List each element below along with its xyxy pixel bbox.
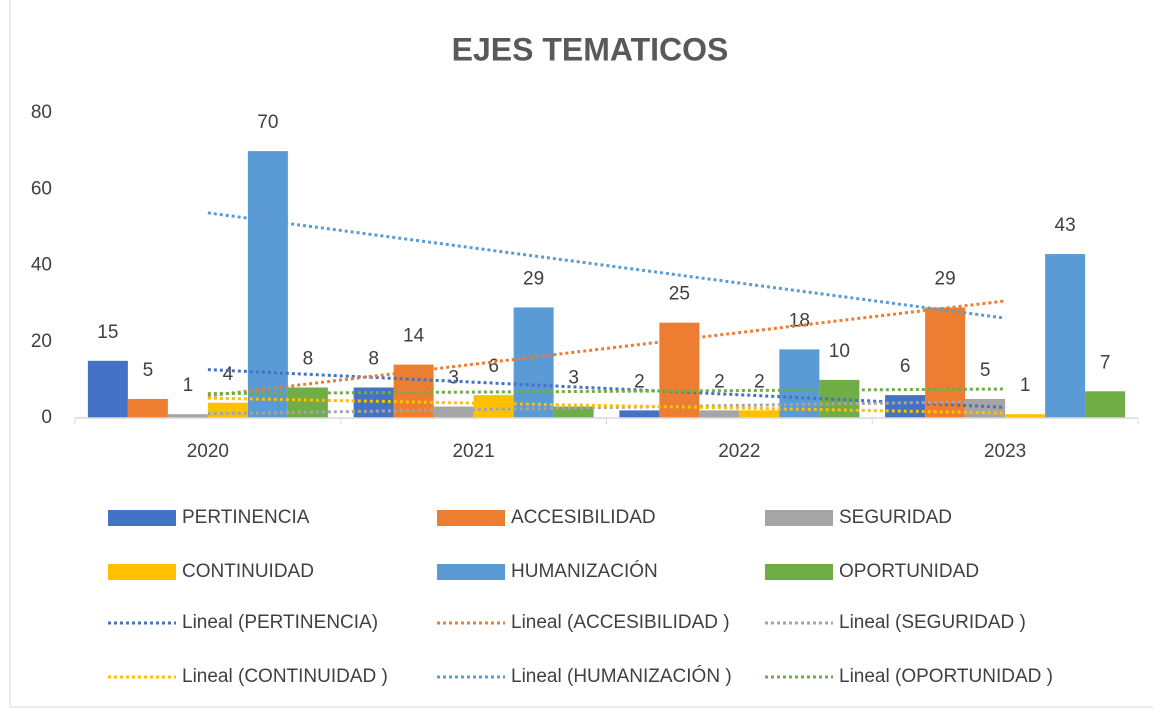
data-label: 5 <box>980 360 991 381</box>
y-tick-label: 60 <box>31 178 52 199</box>
y-tick-label: 40 <box>31 255 52 276</box>
bar <box>247 151 288 418</box>
data-label: 14 <box>403 326 425 347</box>
legend-label: HUMANIZACIÓN <box>511 560 658 582</box>
bar <box>127 398 168 418</box>
trendline <box>207 399 1006 416</box>
bar <box>1085 391 1126 418</box>
trendline <box>207 299 1006 398</box>
bar <box>699 410 740 418</box>
data-label: 7 <box>1100 352 1111 373</box>
legend-label: SEGURIDAD <box>839 507 952 528</box>
bar <box>167 414 208 418</box>
data-label: 15 <box>97 322 118 343</box>
bar <box>739 410 780 418</box>
legend-label: PERTINENCIA <box>182 507 310 528</box>
x-tick-label: 2022 <box>718 441 760 462</box>
bar <box>659 322 700 418</box>
bar <box>619 410 660 418</box>
data-label: 3 <box>568 368 579 389</box>
bar <box>885 395 926 418</box>
x-tick-label: 2020 <box>187 441 229 462</box>
legend-label: Lineal (HUMANIZACIÓN ) <box>511 665 732 687</box>
chart-title: EJES TEMATICOS <box>452 31 729 67</box>
data-label: 1 <box>1020 375 1031 396</box>
data-label: 29 <box>523 268 544 289</box>
bar <box>433 406 474 418</box>
data-label: 6 <box>900 356 911 377</box>
legend-label: Lineal (PERTINENCIA) <box>182 612 378 633</box>
legend-label: Lineal (ACCESIBILIDAD ) <box>511 612 730 633</box>
bar <box>1005 414 1046 418</box>
data-label: 3 <box>448 368 459 389</box>
trendline <box>207 368 1006 409</box>
bar <box>87 360 128 418</box>
x-tick-label: 2023 <box>984 441 1026 462</box>
legend-swatch <box>765 510 833 526</box>
data-label: 10 <box>829 341 850 362</box>
data-label: 6 <box>488 356 499 377</box>
legend-label: CONTINUIDAD <box>182 561 314 582</box>
data-label: 2 <box>754 371 765 392</box>
data-label: 5 <box>143 360 154 381</box>
legend-swatch <box>437 564 505 580</box>
data-label: 8 <box>303 349 314 370</box>
x-tick-label: 2021 <box>452 441 494 462</box>
bar <box>473 395 514 418</box>
data-label: 70 <box>257 112 278 133</box>
legend-label: Lineal (SEGURIDAD ) <box>839 612 1026 633</box>
chart-frame <box>9 0 1153 708</box>
data-label: 29 <box>935 268 956 289</box>
legend-label: ACCESIBILIDAD <box>511 507 656 528</box>
bar <box>1045 254 1086 418</box>
bar <box>925 307 966 418</box>
bar <box>513 307 554 418</box>
legend-label: OPORTUNIDAD <box>839 561 979 582</box>
trendline <box>207 396 1006 415</box>
data-label: 8 <box>368 349 379 370</box>
bar <box>207 402 248 418</box>
data-label: 25 <box>669 284 690 305</box>
legend-label: Lineal (OPORTUNIDAD ) <box>839 666 1053 687</box>
y-tick-label: 0 <box>41 407 52 428</box>
data-label: 43 <box>1055 215 1076 236</box>
data-label: 1 <box>183 375 194 396</box>
data-label: 2 <box>634 371 645 392</box>
data-label: 2 <box>714 371 725 392</box>
trendline <box>207 387 1006 396</box>
bar <box>553 406 594 418</box>
bar <box>779 349 820 418</box>
legend-label: Lineal (CONTINUIDAD ) <box>182 666 388 687</box>
legend-swatch <box>108 564 176 580</box>
y-tick-label: 80 <box>31 102 52 123</box>
trendline <box>207 211 1006 320</box>
legend-swatch <box>765 564 833 580</box>
legend-swatch <box>437 510 505 526</box>
data-label: 18 <box>789 310 810 331</box>
legend-swatch <box>108 510 176 526</box>
data-label: 4 <box>223 364 234 385</box>
y-tick-label: 20 <box>31 331 52 352</box>
